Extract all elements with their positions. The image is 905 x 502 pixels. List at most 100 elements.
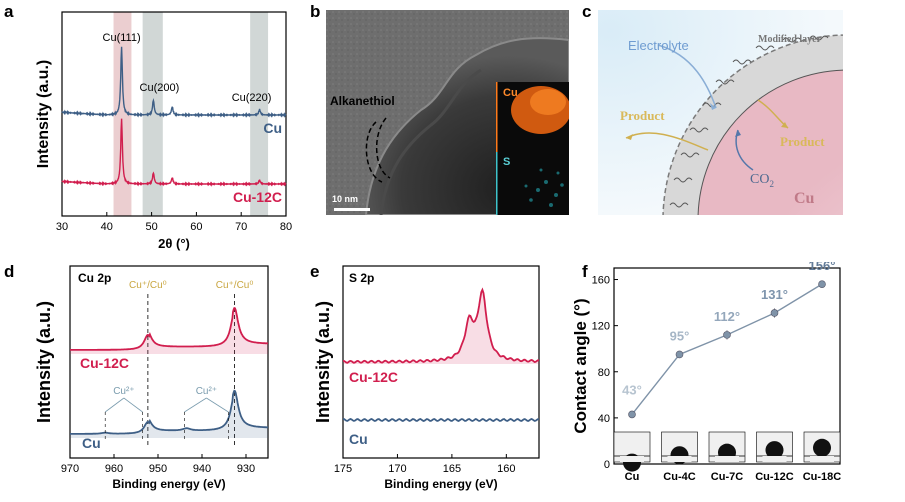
x-tick-label: 40 xyxy=(101,221,113,233)
data-label: 156° xyxy=(809,262,836,273)
tem-image: Alkanethiol 10 nm Cu S xyxy=(326,10,569,215)
plot-frame xyxy=(342,265,540,459)
droplet-mask xyxy=(762,456,787,462)
peak-marker-label: Cu⁺/Cu⁰ xyxy=(216,280,254,291)
peak-label: Cu(200) xyxy=(140,82,180,94)
panel-letter-b: b xyxy=(310,2,321,21)
xps-line xyxy=(70,389,268,435)
y-tick-label: 40 xyxy=(598,413,610,425)
xps-area xyxy=(343,289,539,364)
droplet xyxy=(765,441,784,460)
data-point xyxy=(723,331,731,339)
x-tick-label: Cu-7C xyxy=(711,471,743,483)
xps-line xyxy=(70,307,269,351)
x-axis-label: Binding energy (eV) xyxy=(112,477,225,491)
series-label: Cu-12C xyxy=(233,189,282,205)
satellite-pointer xyxy=(184,397,207,413)
x-tick-label: 970 xyxy=(61,463,79,475)
satellite-pointer xyxy=(104,397,125,413)
xrd-series-line xyxy=(61,118,287,187)
satellite-pointer xyxy=(123,397,143,413)
x-tick-label: 170 xyxy=(388,463,406,475)
y-tick-label: 80 xyxy=(598,367,610,379)
y-axis-label: Intensity (a.u.) xyxy=(34,301,54,423)
panel-letter-a: a xyxy=(4,2,14,21)
satellite-label: Cu²⁺ xyxy=(113,386,134,397)
xrd-band xyxy=(142,12,163,216)
plot-frame xyxy=(61,11,287,217)
xrd-chart: 30 40 50 60 70 80 2θ (°) Intensity (a.u.) Cu Cu-1… xyxy=(35,11,292,251)
scale-bar-label: 10 nm xyxy=(332,194,359,204)
xrd-series-line xyxy=(61,46,287,118)
cu-core-label: Cu xyxy=(794,190,815,207)
xps-cu2p-chart: 970 960 950 940 930 Binding energy (eV) Intens… xyxy=(34,265,269,491)
y-tick-label: 0 xyxy=(604,459,610,471)
xrd-band xyxy=(113,12,132,216)
chart-title: Cu 2p xyxy=(78,271,111,285)
xps-line xyxy=(343,287,539,364)
x-tick-label: 950 xyxy=(149,463,167,475)
x-tick-label: Cu xyxy=(625,471,640,483)
peak-marker-label: Cu⁺/Cu⁰ xyxy=(129,280,167,291)
x-tick-label: 50 xyxy=(145,221,157,233)
x-tick-label: 960 xyxy=(105,463,123,475)
panel-letter-e: e xyxy=(310,262,320,281)
peak-label: Cu(220) xyxy=(232,92,272,104)
data-point xyxy=(675,350,684,359)
y-axis-label: Intensity (a.u.) xyxy=(35,60,52,168)
panel-letter-d: d xyxy=(4,262,15,281)
plot-frame xyxy=(69,265,269,459)
xps-area xyxy=(70,308,268,354)
product-right-label: Product xyxy=(780,134,825,149)
x-tick-label: Cu-4C xyxy=(663,471,695,483)
x-axis-label: 2θ (°) xyxy=(158,236,190,251)
modified-layer-label: Modified layer xyxy=(758,34,822,45)
series-label: Cu-12C xyxy=(349,369,398,385)
data-point xyxy=(770,309,779,317)
peak-label: Cu(111) xyxy=(103,32,141,44)
satellite-pointer xyxy=(206,397,229,413)
data-point xyxy=(628,410,636,419)
schematic: Electrolyte Modified layer Product Produ… xyxy=(598,10,843,215)
alkanethiol-label: Alkanethiol xyxy=(330,94,395,108)
series-label: Cu xyxy=(349,431,368,447)
series-label: Cu-12C xyxy=(80,355,129,371)
contact-angle-line xyxy=(631,283,823,415)
droplet-mask xyxy=(715,456,739,462)
y-tick-label: 160 xyxy=(592,275,610,287)
y-tick-label: 120 xyxy=(592,321,610,333)
co2-label: CO2 xyxy=(750,172,774,189)
x-tick-label: 30 xyxy=(56,221,68,233)
xrd-band xyxy=(250,12,269,216)
co2-subscript: 2 xyxy=(769,178,774,189)
data-label: 112° xyxy=(714,309,740,324)
data-label: 43° xyxy=(622,382,642,397)
y-axis-label: Intensity (a.u.) xyxy=(313,301,333,423)
x-tick-label: Cu-12C xyxy=(755,471,794,483)
panel-letter-f: f xyxy=(582,262,588,281)
droplet-mask xyxy=(667,456,692,462)
series-label: Cu xyxy=(263,120,282,136)
x-tick-label: 160 xyxy=(497,463,515,475)
x-tick-label: 940 xyxy=(193,463,211,475)
map-cu-label: Cu xyxy=(503,87,518,99)
x-tick-label: 60 xyxy=(190,221,202,233)
droplet-mask xyxy=(810,456,834,462)
electrolyte-label: Electrolyte xyxy=(628,38,689,53)
product-left-label: Product xyxy=(620,108,665,123)
xps-line xyxy=(342,418,539,422)
x-tick-label: 175 xyxy=(334,463,352,475)
panel-letter-c: c xyxy=(582,2,592,21)
xps-area xyxy=(70,390,268,438)
x-tick-label: 70 xyxy=(235,221,247,233)
data-point xyxy=(818,280,826,288)
x-tick-label: Cu-18C xyxy=(803,471,842,483)
series-label: Cu xyxy=(82,435,101,451)
x-tick-label: 80 xyxy=(280,221,292,233)
map-s-label: S xyxy=(503,156,511,168)
co2-text: CO xyxy=(750,172,770,187)
satellite-label: Cu²⁺ xyxy=(196,386,217,397)
x-axis-label: Binding energy (eV) xyxy=(384,477,497,491)
